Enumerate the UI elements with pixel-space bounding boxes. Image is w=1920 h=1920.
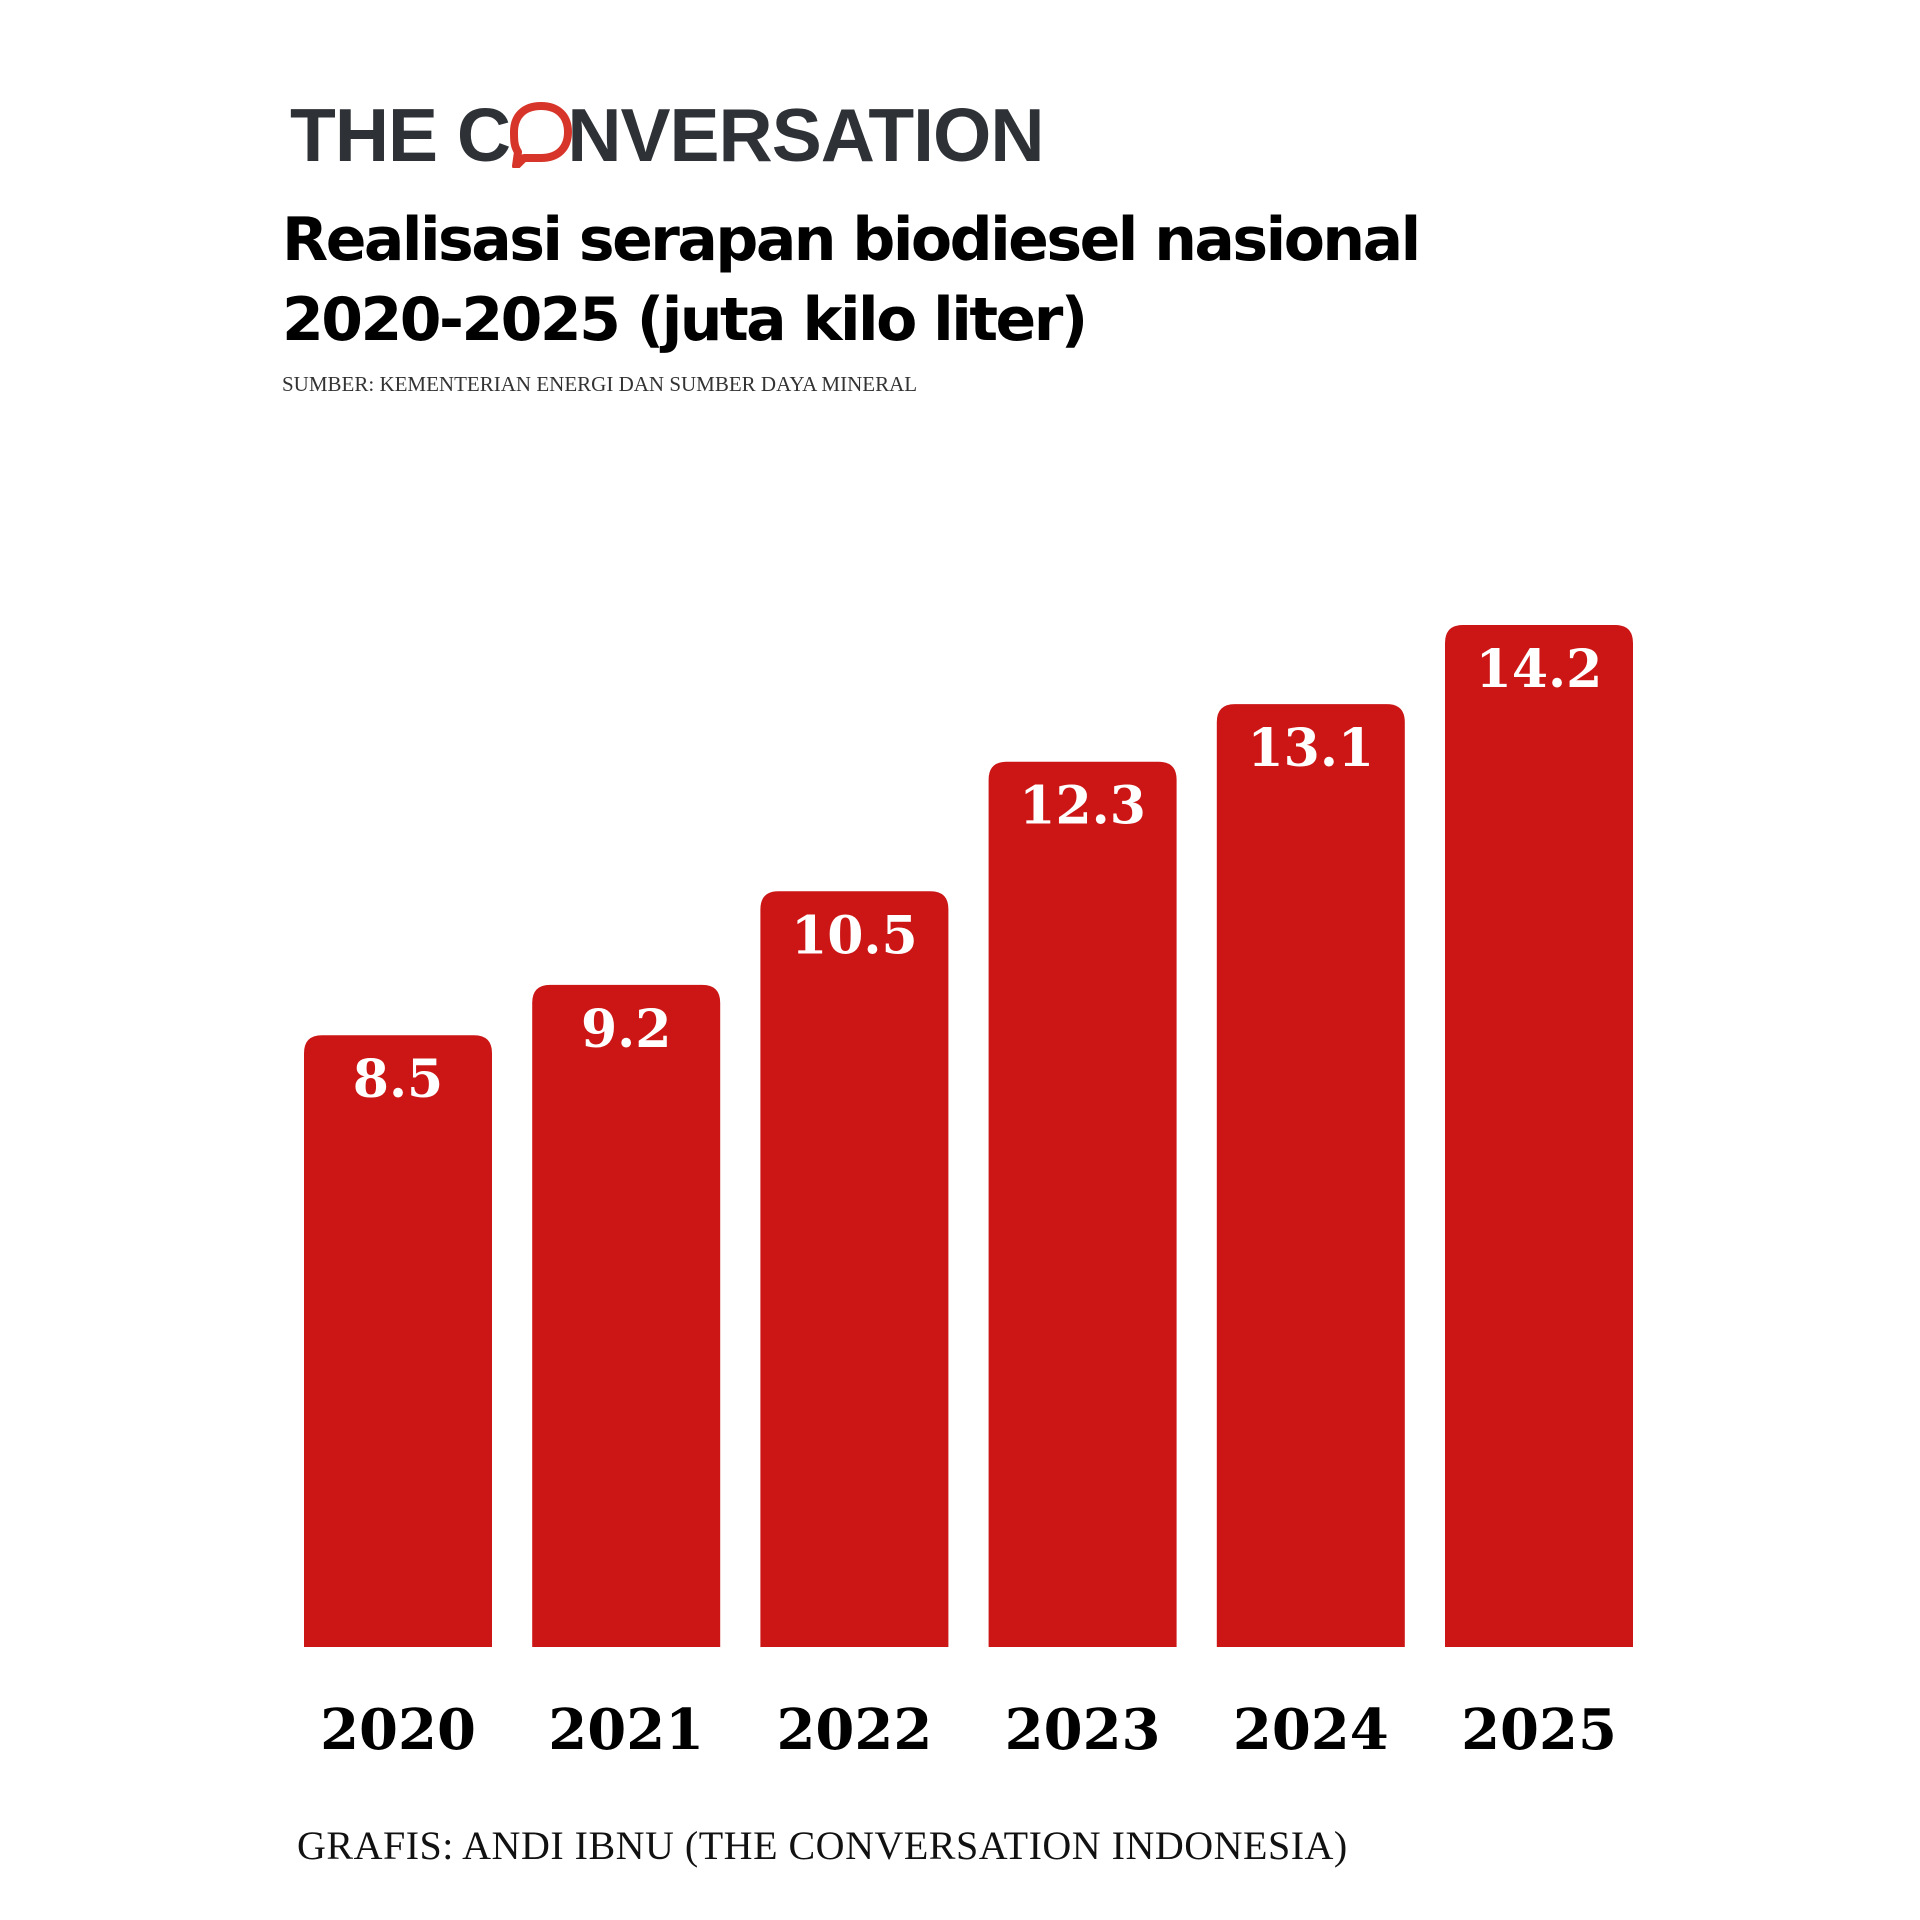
bar-2023 xyxy=(988,761,1177,1647)
x-tick-label-2024: 2024 xyxy=(1233,1697,1389,1763)
data-label-2022: 10.5 xyxy=(791,905,918,966)
data-label-2025: 14.2 xyxy=(1476,639,1603,700)
graphic-credit: GRAFIS: ANDI IBNU (THE CONVERSATION INDO… xyxy=(297,1823,1348,1868)
data-label-2020: 8.5 xyxy=(353,1049,443,1110)
bar-2020 xyxy=(304,1035,492,1647)
brand-logo: THE CONVERSATION xyxy=(290,98,1045,173)
speech-bubble-o-icon: O xyxy=(510,98,572,173)
x-tick-label-2025: 2025 xyxy=(1461,1697,1617,1763)
x-tick-label-2022: 2022 xyxy=(776,1697,932,1763)
bars-group: 8.5 2020 9.2 2021 10.5 2022 12.3 2023 13.1 2024 14… xyxy=(304,625,1633,1763)
logo-text-end: NVERSATION xyxy=(567,93,1044,177)
bar-2024 xyxy=(1216,704,1405,1647)
bar-2022 xyxy=(760,891,949,1647)
x-tick-label-2023: 2023 xyxy=(1005,1697,1161,1763)
bar-2025 xyxy=(1445,625,1633,1647)
source-note: SUMBER: KEMENTERIAN ENERGI DAN SUMBER DA… xyxy=(282,372,918,396)
bar-2021 xyxy=(532,984,721,1647)
logo-text-start: THE C xyxy=(290,93,511,177)
x-tick-label-2021: 2021 xyxy=(548,1697,704,1763)
data-label-2024: 13.1 xyxy=(1247,718,1374,779)
data-label-2021: 9.2 xyxy=(581,999,671,1060)
data-label-2023: 12.3 xyxy=(1019,776,1146,837)
x-tick-label-2020: 2020 xyxy=(320,1697,476,1763)
chart-title: Realisasi serapan biodiesel nasional 202… xyxy=(282,205,1421,355)
